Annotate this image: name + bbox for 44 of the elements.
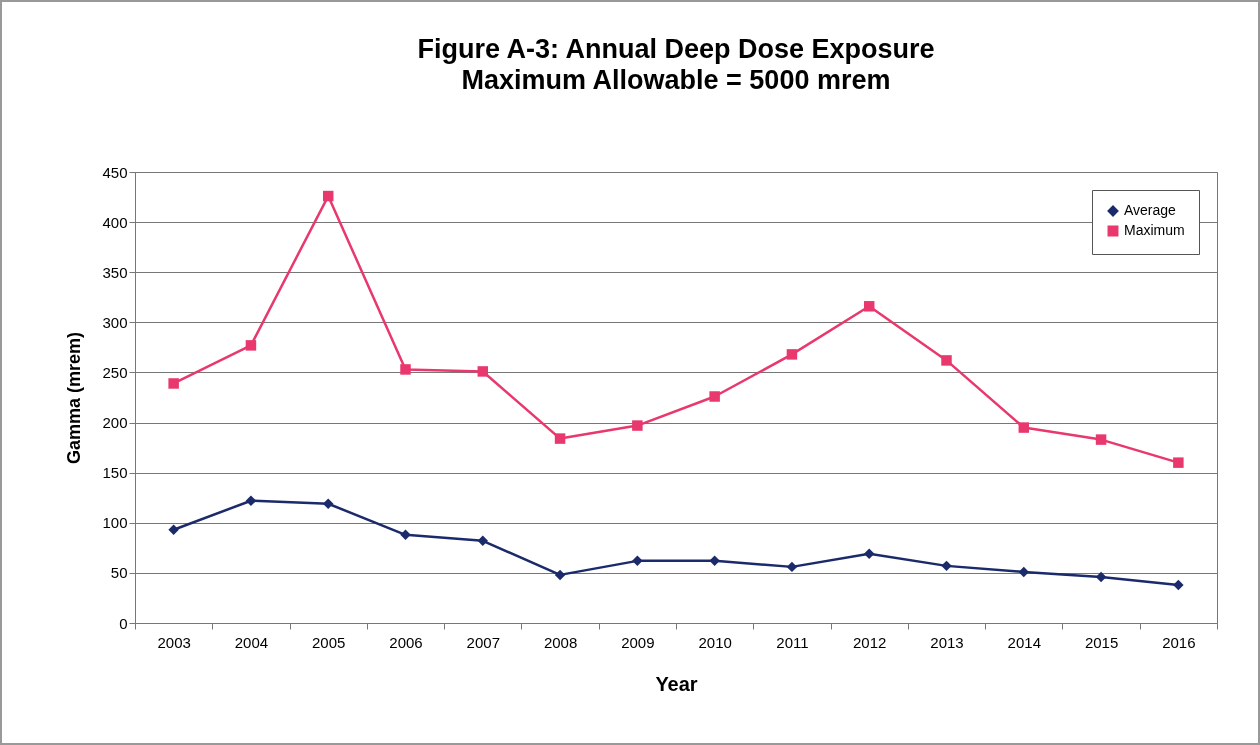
point [1018, 422, 1030, 433]
point [1173, 457, 1184, 468]
point [168, 378, 179, 389]
point [941, 355, 952, 366]
x-tick-label: 2005 [312, 633, 346, 651]
x-tick-label: 2013 [930, 633, 964, 651]
x-tick-label: 2004 [234, 633, 269, 651]
x-tick-label: 2007 [466, 633, 500, 651]
point [245, 340, 257, 351]
y-tick-label: 150 [102, 464, 128, 482]
y-tick-label: 200 [102, 414, 128, 432]
x-tick-label: 2008 [543, 633, 578, 651]
x-tick-label: 2014 [1007, 633, 1041, 651]
y-tick-label: 300 [102, 313, 128, 331]
point [1095, 434, 1107, 445]
y-tick-label: 400 [102, 213, 128, 231]
point [322, 190, 334, 202]
x-tick-label: 2016 [1162, 633, 1196, 651]
x-tick-label: 2003 [157, 633, 191, 651]
point [632, 420, 643, 431]
x-tick-label: 2012 [853, 633, 887, 651]
point [477, 366, 489, 377]
x-tick-label: 2010 [698, 633, 732, 651]
chart-title: Figure A-3: Annual Deep Dose Exposure [417, 34, 935, 64]
y-tick-label: 50 [110, 564, 128, 582]
x-tick-label: 2011 [776, 633, 809, 651]
legend-label: Average [1124, 202, 1177, 218]
legend-label: Maximum [1124, 222, 1185, 238]
point [554, 433, 566, 444]
x-tick-label: 2006 [389, 633, 423, 651]
x-tick-label: 2009 [621, 633, 655, 651]
y-tick-label: 450 [102, 163, 128, 181]
y-tick-label: 100 [102, 514, 128, 532]
y-tick-label: 350 [102, 263, 128, 281]
point [786, 349, 798, 360]
x-axis-title: Year [655, 672, 698, 695]
y-tick-label: 250 [102, 363, 128, 381]
chart-subtitle: Maximum Allowable = 5000 mrem [461, 65, 891, 95]
point [709, 391, 720, 402]
y-axis-title: Gamma (mrem) [64, 331, 85, 465]
point [863, 301, 875, 312]
y-tick-label: 0 [119, 614, 128, 632]
point [400, 364, 411, 375]
x-tick-label: 2015 [1084, 633, 1119, 651]
